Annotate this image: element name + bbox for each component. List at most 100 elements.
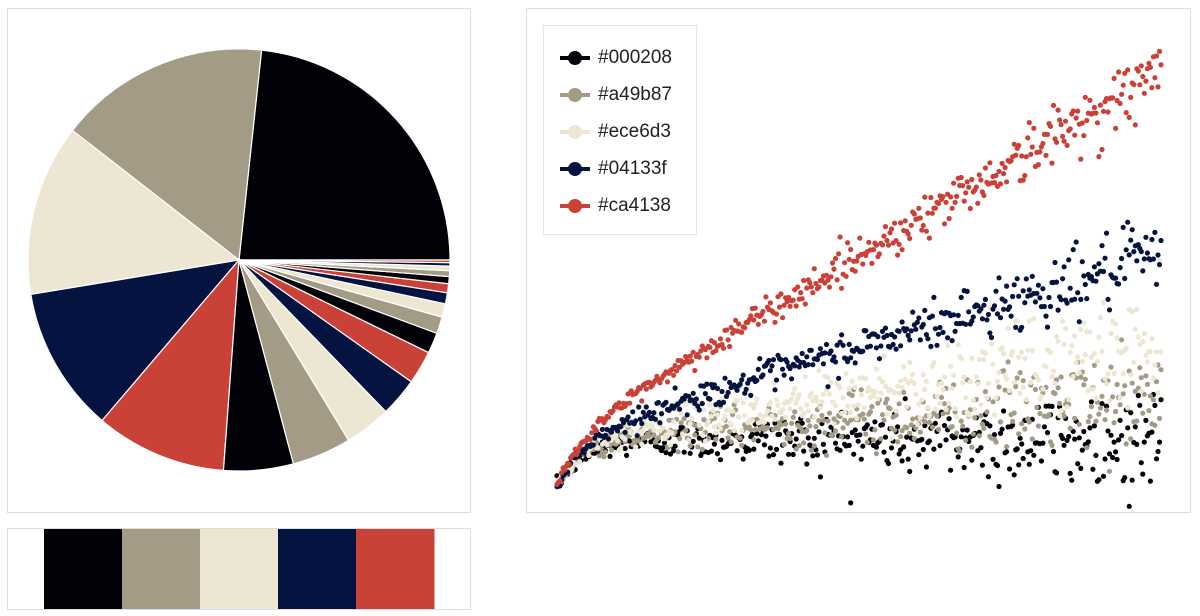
scatter-point bbox=[776, 431, 783, 437]
scatter-point bbox=[973, 374, 979, 380]
scatter-point bbox=[674, 368, 680, 374]
scatter-point bbox=[1004, 444, 1010, 450]
scatter-point bbox=[946, 215, 952, 222]
scatter-point bbox=[696, 407, 702, 413]
scatter-point bbox=[618, 445, 624, 451]
scatter-point bbox=[1060, 435, 1066, 441]
scatter-point bbox=[882, 224, 889, 230]
scatter-point bbox=[646, 409, 652, 415]
scatter-point bbox=[969, 355, 975, 361]
scatter-point bbox=[784, 359, 790, 365]
scatter-point bbox=[923, 378, 929, 384]
scatter-point bbox=[607, 453, 613, 459]
scatter-point bbox=[957, 448, 963, 454]
scatter-point bbox=[1022, 355, 1028, 361]
scatter-point bbox=[690, 390, 696, 396]
scatter-point bbox=[964, 288, 970, 294]
scatter-point bbox=[1028, 151, 1034, 157]
scatter-point bbox=[967, 379, 973, 385]
scatter-point bbox=[928, 343, 934, 349]
scatter-point bbox=[763, 294, 769, 300]
scatter-point bbox=[1143, 417, 1149, 423]
scatter-point bbox=[904, 425, 910, 431]
scatter-point bbox=[1061, 442, 1067, 448]
scatter-point bbox=[763, 433, 769, 439]
scatter-point bbox=[1034, 404, 1040, 410]
scatter-point bbox=[1004, 179, 1010, 185]
scatter-point bbox=[749, 418, 755, 424]
scatter-point bbox=[1069, 343, 1075, 349]
scatter-point bbox=[882, 383, 889, 389]
series-ca4138 bbox=[554, 48, 1164, 488]
scatter-point bbox=[1116, 437, 1122, 443]
scatter-point bbox=[808, 390, 814, 396]
scatter-point bbox=[1087, 413, 1093, 420]
scatter-point bbox=[730, 408, 736, 414]
scatter-point bbox=[705, 418, 711, 424]
scatter-point bbox=[1135, 334, 1141, 340]
scatter-point bbox=[633, 418, 639, 424]
scatter-point bbox=[766, 453, 772, 459]
scatter-point bbox=[1123, 441, 1129, 447]
scatter-point bbox=[884, 237, 890, 244]
scatter-point bbox=[1053, 470, 1060, 476]
scatter-point bbox=[675, 449, 681, 455]
scatter-point bbox=[740, 456, 746, 462]
scatter-point bbox=[1019, 324, 1025, 330]
scatter-point bbox=[837, 234, 843, 240]
scatter-point bbox=[940, 411, 946, 417]
scatter-point bbox=[714, 412, 721, 418]
scatter-point bbox=[778, 291, 784, 297]
scatter-point bbox=[663, 399, 669, 405]
scatter-point bbox=[1010, 418, 1016, 424]
scatter-point bbox=[1073, 115, 1079, 121]
scatter-point bbox=[854, 258, 860, 264]
scatter-point bbox=[879, 421, 886, 428]
scatter-point bbox=[813, 424, 819, 430]
scatter-point bbox=[640, 427, 646, 433]
scatter-point bbox=[702, 347, 708, 353]
scatter-point bbox=[1100, 268, 1107, 275]
scatter-point bbox=[825, 418, 831, 424]
scatter-point bbox=[926, 235, 932, 241]
scatter-point bbox=[1019, 421, 1025, 427]
scatter-point bbox=[982, 296, 988, 302]
scatter-point bbox=[898, 434, 904, 440]
scatter-point bbox=[1037, 295, 1043, 301]
scatter-point bbox=[778, 460, 784, 466]
scatter-point bbox=[938, 394, 945, 400]
scatter-point bbox=[683, 353, 689, 360]
scatter-point bbox=[1029, 144, 1035, 150]
scatter-point bbox=[887, 406, 893, 412]
scatter-point bbox=[860, 348, 866, 354]
scatter-point bbox=[982, 350, 988, 356]
scatter-point bbox=[1117, 402, 1123, 408]
scatter-point bbox=[904, 404, 910, 410]
scatter-point bbox=[832, 428, 839, 434]
scatter-point bbox=[985, 311, 991, 318]
scatter-point bbox=[842, 260, 848, 266]
scatter-point bbox=[1156, 262, 1163, 268]
scatter-point bbox=[714, 385, 721, 392]
scatter-point bbox=[981, 302, 987, 308]
scatter-point bbox=[840, 342, 846, 348]
scatter-point bbox=[863, 376, 869, 382]
scatter-point bbox=[807, 423, 813, 429]
scatter-point bbox=[608, 447, 615, 453]
scatter-point bbox=[1023, 397, 1029, 403]
scatter-point bbox=[892, 427, 898, 433]
scatter-point bbox=[975, 303, 981, 309]
scatter-point bbox=[1146, 60, 1152, 66]
scatter-point bbox=[1111, 75, 1117, 81]
scatter-point bbox=[713, 430, 719, 436]
scatter-point bbox=[655, 435, 661, 441]
scatter-point bbox=[820, 361, 826, 367]
scatter-point bbox=[929, 313, 935, 319]
scatter-point bbox=[893, 412, 899, 418]
scatter-point bbox=[873, 444, 879, 450]
scatter-point bbox=[1147, 348, 1153, 354]
scatter-point bbox=[820, 417, 826, 423]
scatter-point bbox=[907, 337, 913, 343]
scatter-point bbox=[781, 372, 787, 378]
scatter-point bbox=[951, 373, 957, 379]
